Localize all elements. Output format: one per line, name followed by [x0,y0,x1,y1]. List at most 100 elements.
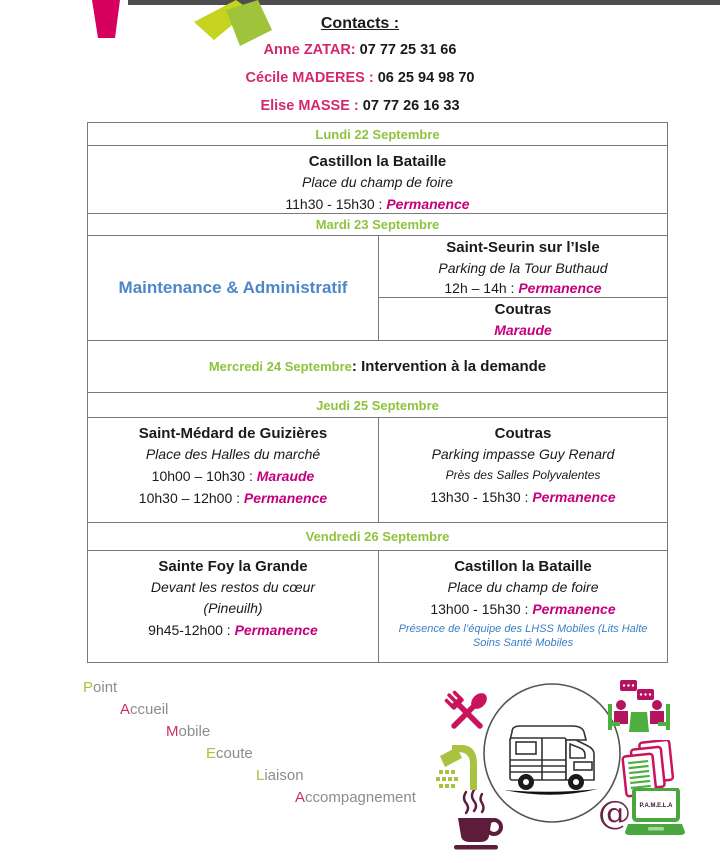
city-title: Castillon la Bataille [454,558,592,575]
thursday-right-cell: Coutras Parking impasse Guy Renard Près … [379,418,667,522]
lhss-note: Présence de l’équipe des LHSS Mobiles (L… [398,623,648,649]
activity-label: Permanence [243,490,328,506]
thursday-left-cell: Saint-Médard de Guizières Place des Hall… [88,418,378,522]
laptop-screen-text: P.A.M.E.L.A [640,803,674,809]
activity-label: Maraude [494,322,552,338]
wednesday-note: : Intervention à la demande [351,358,547,375]
place-line: Devant les restos du cœur [150,579,316,595]
word-initial: L [256,767,265,784]
time-line: 10h00 – 10h30 : Maraude [88,465,378,487]
day-header-monday: Lundi 22 Septembre [88,123,667,146]
city-title: Coutras [494,301,552,318]
day-header-wednesday: Mercredi 24 Septembre [208,359,352,374]
contact-name: Elise MASSE : [260,98,359,114]
time-line: 13h30 - 15h30 : Permanence [379,486,667,508]
activity-label: Permanence [234,622,318,638]
contacts-section: Contacts : Anne ZATAR: 07 77 25 31 66 Cé… [0,12,720,120]
word-initial: A [295,789,306,806]
pamela-word-ecoute: Ecoute [206,745,253,763]
activity-label: Maraude [256,468,315,484]
word-initial: M [166,723,179,740]
friday-right-cell: Castillon la Bataille Place du champ de … [379,551,667,662]
time-line: 13h00 - 15h30 : Permanence [379,598,667,620]
place-line: Place du champ de foire [302,174,453,190]
word-rest: ccompagnement [305,789,416,806]
tuesday-left-cell: Maintenance & Administratif [88,236,378,340]
contact-name: Anne ZATAR: [263,42,356,58]
time-line: 10h30 – 12h00 : Permanence [88,487,378,509]
time-line: 12h – 14h : Permanence [379,278,667,298]
people-meeting-icon [608,680,670,732]
word-initial: P [83,679,94,696]
logo-fragment-green [194,0,272,46]
pamela-word-mobile: Mobile [166,723,210,741]
place-detail-line: (Pineuilh) [203,600,263,616]
day-header-friday: Vendredi 26 Septembre [88,523,667,551]
city-title: Castillon la Bataille [308,153,447,170]
time-line: 11h30 - 15h30 : Permanence [88,193,667,215]
contact-line: Anne ZATAR: 07 77 25 31 66 [0,36,720,64]
time-range: 10h00 – 10h30 : [151,468,257,484]
word-rest: coute [216,745,253,762]
word-rest: iaison [264,767,304,784]
tuesday-right-top-cell: Saint-Seurin sur l’Isle Parking de la To… [379,236,667,298]
pamela-word-liaison: Liaison [256,767,304,785]
city-title: Sainte Foy la Grande [158,558,308,575]
city-title: Saint-Seurin sur l’Isle [446,239,600,256]
laptop-icon: P.A.M.E.L.A [625,788,685,835]
place-line: Place du champ de foire [447,579,599,595]
word-initial: A [120,701,131,718]
time-range: 10h30 – 12h00 : [138,490,244,506]
time-range: 13h00 - 15h30 : [430,601,533,617]
contact-phone: 07 77 25 31 66 [359,42,457,58]
activity-label: Permanence [532,489,616,505]
word-initial: E [206,745,217,762]
place-detail-line: Près des Salles Polyvalentes [445,468,601,482]
contacts-title: Contacts : [320,15,400,32]
day-header-tuesday: Mardi 23 Septembre [88,214,667,236]
wednesday-row: Mercredi 24 Septembre: Intervention à la… [88,341,667,393]
maintenance-label: Maintenance & Administratif [118,278,348,297]
friday-row: Sainte Foy la Grande Devant les restos d… [88,551,667,662]
at-sign-icon: @ [598,793,631,832]
city-title: Saint-Médard de Guizières [138,425,328,442]
place-line: Parking de la Tour Buthaud [438,260,608,276]
pamela-word-accompagnement: Accompagnement [295,789,416,807]
friday-left-cell: Sainte Foy la Grande Devant les restos d… [88,551,378,662]
time-range: 13h30 - 15h30 : [430,489,533,505]
activity-label: Permanence [518,280,602,296]
time-range: 11h30 - 15h30 : [285,196,387,212]
activity-line: Maraude [379,320,667,340]
top-border-bar [128,0,720,5]
camper-van-icon [483,683,621,823]
pamela-word-accueil: Accueil [120,701,168,719]
word-rest: ccueil [130,701,169,718]
shower-icon [436,745,477,790]
contact-line: Elise MASSE : 07 77 26 16 33 [0,92,720,120]
coffee-cup-icon [454,790,503,850]
activity-label: Permanence [532,601,616,617]
logo-fragment-pink [92,0,120,38]
city-title: Coutras [494,425,552,442]
thursday-row: Saint-Médard de Guizières Place des Hall… [88,418,667,523]
time-line: 9h45-12h00 : Permanence [88,619,378,641]
contact-phone: 07 77 26 16 33 [362,98,460,114]
activity-label: Permanence [386,196,470,212]
word-rest: oint [93,679,118,696]
place-line: Parking impasse Guy Renard [431,446,615,462]
day-header-thursday: Jeudi 25 Septembre [88,393,667,418]
fork-and-spoon-icon [444,690,487,729]
place-line: Place des Halles du marché [145,446,321,462]
tuesday-row: Maintenance & Administratif Saint-Seurin… [88,236,667,341]
time-range: 9h45-12h00 : [148,622,235,638]
time-range: 12h – 14h : [444,280,519,296]
schedule-table: Lundi 22 Septembre Castillon la Bataille… [87,122,668,663]
word-rest: obile [178,723,211,740]
contact-phone: 06 25 94 98 70 [377,70,475,86]
contact-name: Cécile MADERES : [245,70,374,86]
monday-cell: Castillon la Bataille Place du champ de … [88,146,667,214]
contact-line: Cécile MADERES : 06 25 94 98 70 [0,64,720,92]
pamela-word-point: Point [83,679,117,697]
tuesday-right-bottom-cell: Coutras Maraude [379,298,667,340]
